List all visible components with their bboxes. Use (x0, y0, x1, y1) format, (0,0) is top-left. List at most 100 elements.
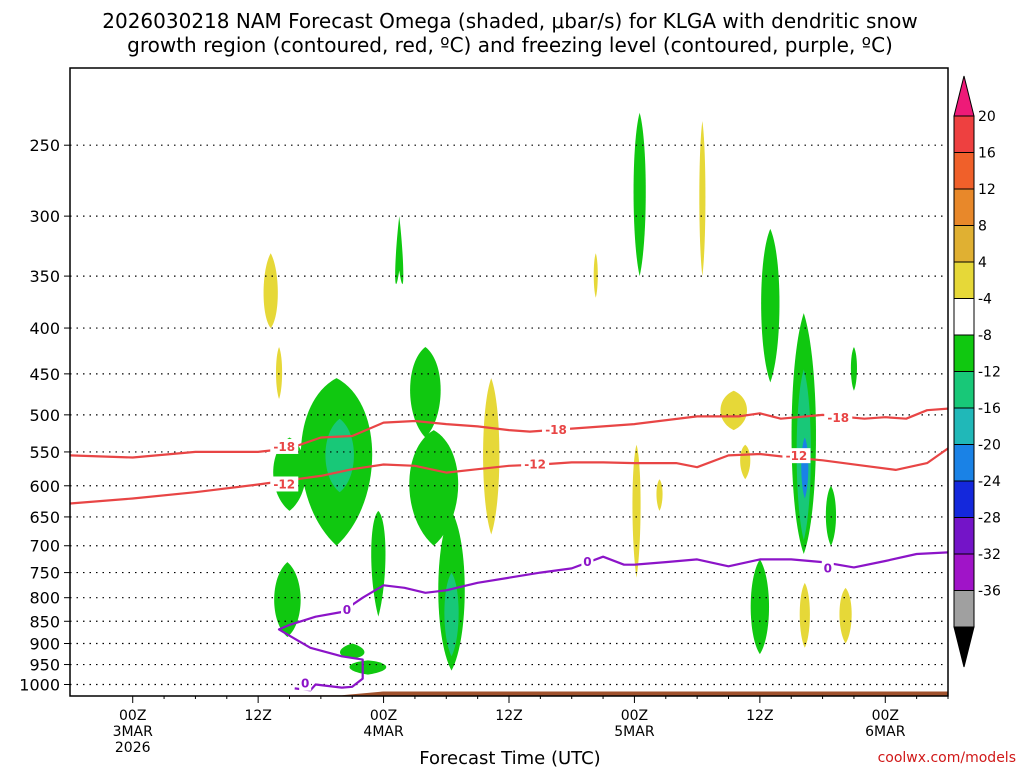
contour-freezing-level-0 (277, 551, 948, 692)
contour-label-dgz-minus18-1: -18 (545, 423, 567, 437)
ytick-label-950: 950 (29, 656, 60, 675)
colorbar-label-12: -32 (978, 547, 1001, 563)
colorbar-bin-12 (953, 553, 975, 591)
omega-cell-pos-6 (656, 479, 663, 511)
ytick-label-500: 500 (29, 406, 60, 425)
ytick-label-700: 700 (29, 537, 60, 556)
colorbar-bin-7 (953, 371, 975, 409)
contour-label-freezing-level-0-3: 0 (824, 561, 832, 575)
contour-label-bg-dgz-minus18-0 (270, 438, 299, 454)
omega-cell-pos-7 (699, 121, 706, 277)
colorbar-bin-2 (953, 188, 975, 226)
omega-cell-neg-12 (761, 228, 780, 383)
colorbar-bin-13 (953, 590, 975, 628)
omega-cell-neg-7 (273, 437, 306, 511)
omega-cell-neg-10 (349, 660, 387, 675)
colorbar-label-11: -28 (978, 511, 1001, 527)
colorbar-bin-6 (953, 334, 975, 372)
ytick-label-850: 850 (29, 612, 60, 631)
omega-cell-pos-4 (593, 253, 598, 298)
y-axis-ticks: 250 300 350 400 450 500 550 600 650 700 750 800 850 9… (19, 136, 70, 695)
xtick-label-48-1: 5MAR (614, 724, 655, 740)
colorbar-bin-0 (953, 115, 975, 153)
colorbar-label-9: -20 (978, 438, 1001, 454)
omega-cell-neg-2 (410, 347, 441, 438)
title-line-2: growth region (contoured, red, ºC) and f… (127, 33, 893, 57)
contour-label-dgz-minus18-0: -18 (273, 440, 295, 454)
omega-cell-neg-11 (633, 112, 646, 277)
xtick-label-72-0: 00Z (872, 708, 899, 724)
colorbar-bin-4 (953, 261, 975, 299)
contour-dgz-minus12 (70, 447, 948, 505)
contour-label-bg-freezing-level-0-0 (299, 675, 312, 691)
colorbar-label-13: -36 (978, 584, 1001, 600)
ytick-label-250: 250 (29, 136, 60, 155)
terrain-layer (70, 691, 948, 696)
omega-cell-neg-8 (274, 562, 301, 637)
ytick-label-300: 300 (29, 207, 60, 226)
contour-label-bg-freezing-level-0-3 (821, 560, 834, 576)
omega-cell-neg-16 (825, 485, 837, 546)
omega-cell-pos-3 (483, 378, 500, 535)
omega-cell-neg-13 (750, 559, 770, 655)
ytick-label-450: 450 (29, 365, 60, 384)
xtick-label-36-0: 12Z (495, 708, 522, 724)
colorbar-bin-8 (953, 407, 975, 445)
omega-cell-neg-15 (850, 347, 857, 391)
colorbar-label-10: -24 (978, 474, 1001, 490)
ytick-label-550: 550 (29, 443, 60, 462)
colorbar-bin-5 (953, 298, 975, 336)
contour-label-bg-dgz-minus18-2 (824, 409, 853, 425)
ytick-label-900: 900 (29, 635, 60, 654)
colorbar-label-0: 20 (978, 109, 996, 125)
colorbar-label-6: -8 (978, 328, 992, 344)
contour-label-bg-dgz-minus12-2 (782, 448, 811, 464)
omega-cell-pos-10 (799, 582, 810, 648)
omega-cell-neg-5 (371, 510, 386, 617)
omega-cell-pos-1 (263, 253, 278, 329)
contour-dgz-minus18 (70, 407, 948, 459)
xtick-label-12-0: 12Z (244, 708, 271, 724)
colorbar-label-3: 8 (978, 219, 987, 235)
contour-label-dgz-minus18-2: -18 (827, 411, 849, 425)
contour-label-bg-dgz-minus12-0 (270, 476, 299, 492)
ytick-label-750: 750 (29, 564, 60, 583)
watermark: coolwx.com/models (878, 750, 1016, 766)
ytick-label-400: 400 (29, 319, 60, 338)
chart-title: 2026030218 NAM Forecast Omega (shaded, μ… (102, 9, 918, 57)
colorbar-bottom-arrow (953, 626, 975, 668)
omega-cell-pos-5 (632, 444, 641, 578)
contour-label-bg-dgz-minus12-1 (521, 456, 550, 472)
plot-frame (69, 67, 949, 697)
colorbar: 20 16 12 8 4 -4 -8 -12 -16 -20 -24 -28 -32 -36 (953, 75, 1001, 668)
contour-label-dgz-minus12-2: -12 (786, 449, 808, 463)
omega-cell-neg-18 (444, 572, 459, 657)
colorbar-label-4: 4 (978, 255, 987, 271)
title-line-1: 2026030218 NAM Forecast Omega (shaded, μ… (102, 9, 918, 33)
colorbar-label-1: 16 (978, 146, 996, 162)
omega-cell-pos-8 (720, 390, 747, 431)
colorbar-label-8: -16 (978, 401, 1001, 417)
contour-label-bg-freezing-level-0-1 (340, 602, 353, 618)
xtick-label-48-0: 00Z (621, 708, 648, 724)
ytick-label-1000: 1000 (19, 676, 60, 695)
colorbar-label-5: -4 (978, 292, 992, 308)
colorbar-label-2: 12 (978, 182, 996, 198)
omega-shading-layer (263, 112, 857, 675)
contour-label-bg-dgz-minus18-1 (542, 422, 571, 438)
colorbar-bin-1 (953, 152, 975, 190)
ytick-label-350: 350 (29, 267, 60, 286)
ytick-label-650: 650 (29, 508, 60, 527)
colorbar-bin-9 (953, 444, 975, 482)
omega-cell-neg-9 (339, 643, 365, 659)
xtick-label-24-1: 4MAR (363, 724, 404, 740)
colorbar-label-7: -12 (978, 365, 1001, 381)
contour-label-dgz-minus12-0: -12 (273, 477, 295, 491)
colorbar-bin-3 (953, 225, 975, 263)
contour-labels: -18 -18 -18 -12 -12 -12 0 0 0 0 (270, 409, 853, 691)
omega-cell-pos-9 (740, 444, 751, 480)
xtick-label-72-1: 6MAR (865, 724, 906, 740)
xtick-label-0-2: 2026 (115, 740, 151, 756)
